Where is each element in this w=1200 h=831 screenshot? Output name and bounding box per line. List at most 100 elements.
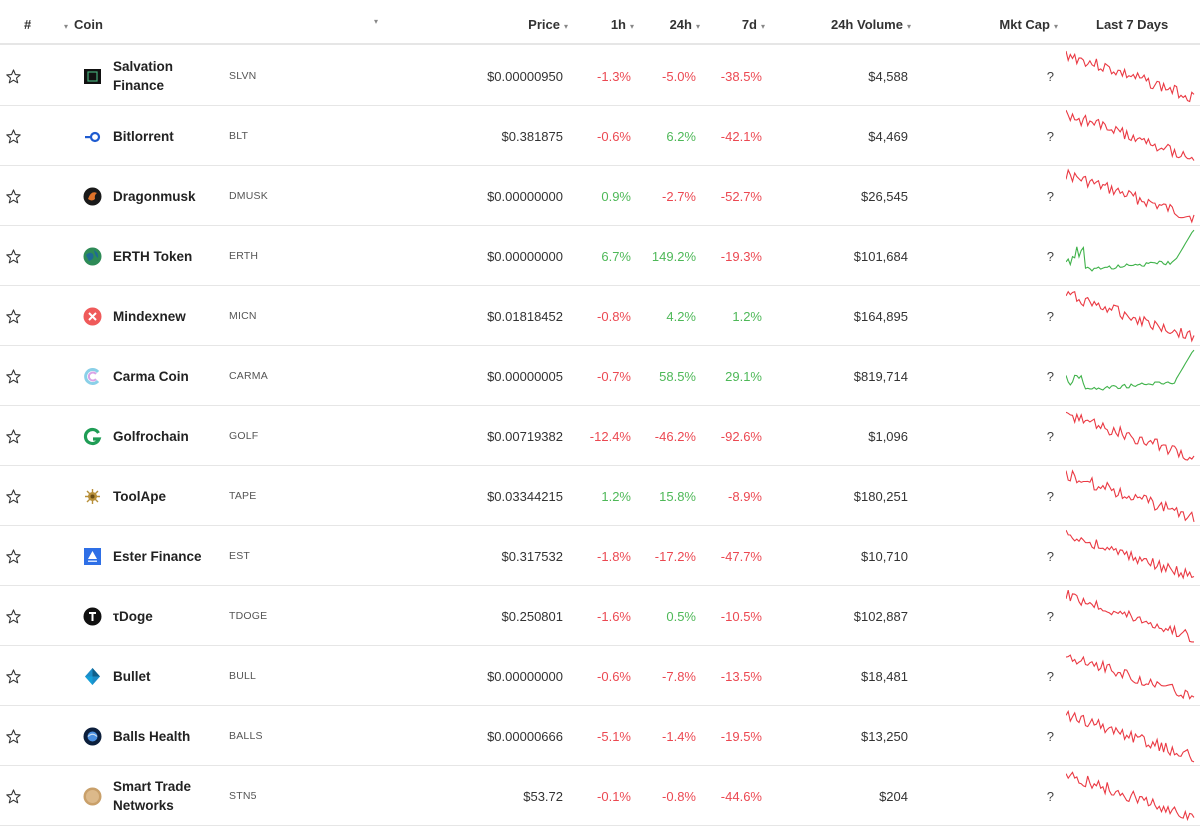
volume-value: $102,887: [853, 608, 908, 624]
change-1h: 6.7%: [601, 248, 631, 264]
change-7d: -52.7%: [720, 188, 762, 204]
volume-value: $101,684: [853, 248, 908, 264]
change-7d: -19.3%: [720, 248, 762, 264]
sort-coin-header[interactable]: ▾ Coin: [60, 17, 103, 32]
volume-value: $13,250: [861, 728, 908, 744]
coin-name-link[interactable]: Dragonmusk: [113, 188, 196, 204]
coin-name-link[interactable]: Smart Trade Networks: [113, 779, 192, 813]
table-row[interactable]: ERTH Token ERTH $0.00000000 6.7% 149.2% -19.3…: [0, 226, 1200, 286]
price-value: $0.317532: [501, 548, 563, 564]
change-7d: 29.1%: [725, 368, 762, 384]
coin-header: Coin: [74, 17, 103, 32]
table-row[interactable]: τDoge TDOGE $0.250801 -1.6% 0.5% -10.5% $102,8…: [0, 586, 1200, 646]
price-value: $0.00000000: [487, 188, 563, 204]
table-row[interactable]: Salvation Finance SLVN $0.00000950 -1.3% -5.…: [0, 46, 1200, 106]
table-row[interactable]: Carma Coin CARMA $0.00000005 -0.7% 58.5% 29.1…: [0, 346, 1200, 406]
star-icon[interactable]: [5, 226, 21, 286]
volume-value: $10,710: [861, 548, 908, 564]
star-icon[interactable]: [5, 526, 21, 586]
volume-value: $180,251: [853, 488, 908, 504]
star-icon[interactable]: [5, 286, 21, 346]
sparkline-chart[interactable]: [1066, 286, 1196, 346]
sparkline-chart[interactable]: [1066, 406, 1196, 466]
coin-name-link[interactable]: Golfrochain: [113, 428, 189, 444]
mindexnew-logo-icon: [82, 286, 102, 346]
sparkline-chart[interactable]: [1066, 226, 1196, 286]
7d-header[interactable]: 7d ▾: [741, 17, 765, 32]
star-icon[interactable]: [5, 406, 21, 466]
table-row[interactable]: Balls Health BALLS $0.00000666 -5.1% -1.4% -1…: [0, 706, 1200, 766]
table-row[interactable]: Bullet BULL $0.00000000 -0.6% -7.8% -13.5% $18…: [0, 646, 1200, 706]
coin-name-link[interactable]: Bullet: [113, 668, 151, 684]
change-1h: 1.2%: [601, 488, 631, 504]
volume-header[interactable]: 24h Volume ▾: [830, 17, 911, 32]
price-value: $0.01818452: [487, 308, 563, 324]
change-7d: -13.5%: [720, 668, 762, 684]
star-icon[interactable]: [5, 46, 21, 106]
chevron-down-icon[interactable]: ▾: [374, 17, 379, 26]
sparkline-chart[interactable]: [1066, 466, 1196, 526]
change-7d: -8.9%: [728, 488, 762, 504]
change-24h: -1.4%: [662, 728, 696, 744]
chevron-down-icon: ▾: [64, 22, 69, 31]
market-cap-value: ?: [1046, 788, 1054, 804]
coin-symbol: TAPE: [229, 490, 257, 502]
coin-name-link[interactable]: Salvation Finance: [113, 59, 174, 93]
change-1h: -1.6%: [597, 608, 631, 624]
sparkline-chart[interactable]: [1066, 706, 1196, 766]
market-cap-value: ?: [1046, 548, 1054, 564]
star-icon[interactable]: [5, 106, 21, 166]
table-row[interactable]: Bitlorrent BLT $0.381875 -0.6% 6.2% -42.1% $4,…: [0, 106, 1200, 166]
star-icon[interactable]: [5, 706, 21, 766]
coin-name-link[interactable]: ToolApe: [113, 488, 166, 504]
sparkline-chart[interactable]: [1066, 166, 1196, 226]
mcap-header[interactable]: Mkt Cap ▾: [999, 17, 1058, 32]
table-row[interactable]: Golfrochain GOLF $0.00719382 -12.4% -46.2% -9…: [0, 406, 1200, 466]
coin-symbol: BALLS: [229, 730, 263, 742]
table-row[interactable]: Ester Finance EST $0.317532 -1.8% -17.2% -47.…: [0, 526, 1200, 586]
coin-symbol: ERTH: [229, 250, 259, 262]
market-cap-value: ?: [1046, 428, 1054, 444]
coin-name-link[interactable]: Mindexnew: [113, 308, 186, 324]
table-row[interactable]: Smart Trade Networks STN5 $53.72 -0.1% -0.8%…: [0, 766, 1200, 826]
star-icon[interactable]: [5, 466, 21, 526]
volume-value: $204: [879, 788, 908, 804]
change-24h: -17.2%: [654, 548, 696, 564]
table-row[interactable]: Mindexnew MICN $0.01818452 -0.8% 4.2% 1.2% $16…: [0, 286, 1200, 346]
coin-symbol: BLT: [229, 130, 249, 142]
coin-symbol: CARMA: [229, 370, 268, 382]
coin-symbol: TDOGE: [229, 610, 268, 622]
sparkline-chart[interactable]: [1066, 526, 1196, 586]
change-1h: -0.6%: [597, 128, 631, 144]
sparkline-chart[interactable]: [1066, 46, 1196, 106]
sparkline-chart[interactable]: [1066, 646, 1196, 706]
coin-name-link[interactable]: Balls Health: [113, 728, 191, 744]
table-row[interactable]: Dragonmusk DMUSK $0.00000000 0.9% -2.7% -52.7…: [0, 166, 1200, 226]
sparkline-chart[interactable]: [1066, 346, 1196, 406]
coin-name-link[interactable]: τDoge: [113, 608, 153, 624]
rank-header[interactable]: #: [24, 17, 32, 32]
volume-value: $819,714: [853, 368, 908, 384]
24h-header[interactable]: 24h ▾: [669, 17, 700, 32]
star-icon[interactable]: [5, 586, 21, 646]
star-icon[interactable]: [5, 166, 21, 226]
coin-name-link[interactable]: Bitlorrent: [113, 128, 174, 144]
star-icon[interactable]: [5, 346, 21, 406]
change-1h: -0.8%: [597, 308, 631, 324]
change-24h: -5.0%: [662, 68, 696, 84]
dragonmusk-logo-icon: [82, 166, 102, 226]
1h-header[interactable]: 1h ▾: [610, 17, 634, 32]
market-cap-value: ?: [1046, 248, 1054, 264]
coin-name-link[interactable]: Ester Finance: [113, 548, 202, 564]
table-row[interactable]: ToolApe TAPE $0.03344215 1.2% 15.8% -8.9% $180…: [0, 466, 1200, 526]
sparkline-chart[interactable]: [1066, 106, 1196, 166]
star-icon[interactable]: [5, 646, 21, 706]
sparkline-chart[interactable]: [1066, 766, 1196, 826]
price-header[interactable]: Price ▾: [528, 17, 568, 32]
sparkline-chart[interactable]: [1066, 586, 1196, 646]
star-icon[interactable]: [5, 766, 21, 826]
coin-name-link[interactable]: ERTH Token: [113, 248, 193, 264]
coin-name-link[interactable]: Carma Coin: [113, 368, 189, 384]
bullet-logo-icon: [82, 646, 102, 706]
